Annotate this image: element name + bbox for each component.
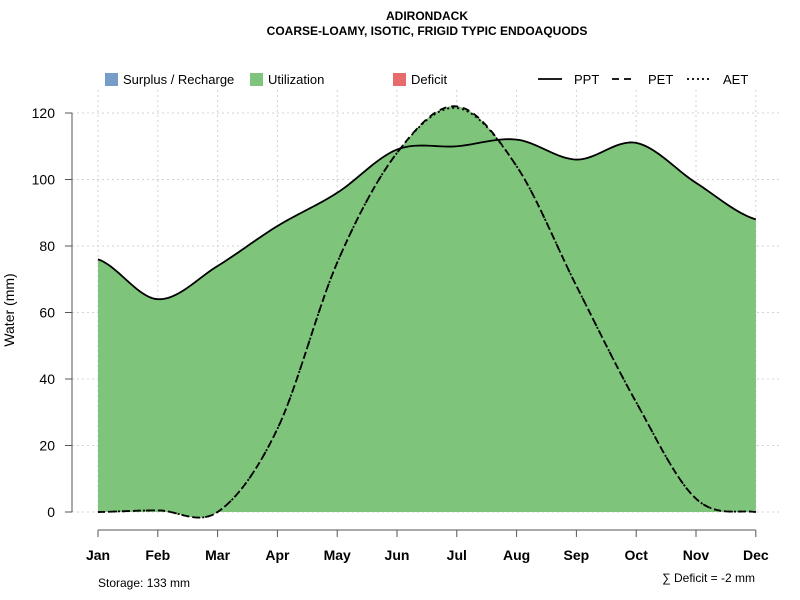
y-tick-label: 60 bbox=[39, 305, 55, 321]
chart-title: ADIRONDACK bbox=[386, 9, 468, 23]
aet-line bbox=[97, 106, 756, 519]
x-tick-label: Jun bbox=[385, 547, 410, 563]
x-tick-label: Oct bbox=[625, 547, 649, 563]
y-tick-label: 20 bbox=[39, 438, 55, 454]
legend-swatch bbox=[250, 73, 263, 86]
x-tick-label: Aug bbox=[503, 547, 530, 563]
x-tick-label: Jan bbox=[86, 547, 110, 563]
y-tick-label: 0 bbox=[47, 504, 55, 520]
y-tick-label: 80 bbox=[39, 238, 55, 254]
storage-note: Storage: 133 mm bbox=[98, 576, 190, 590]
x-tick-label: Sep bbox=[564, 547, 590, 563]
series-lines bbox=[97, 105, 757, 519]
legend-label: Deficit bbox=[411, 72, 448, 87]
deficit-note: ∑ Deficit = -2 mm bbox=[662, 571, 755, 585]
ppt-line bbox=[97, 138, 757, 301]
utilization-area bbox=[98, 140, 756, 518]
legend-label: PPT bbox=[574, 72, 599, 87]
y-tick-label: 40 bbox=[39, 371, 55, 387]
legend-label: AET bbox=[723, 72, 748, 87]
y-tick-label: 120 bbox=[32, 105, 56, 121]
axes: 0 20 40 60 80 100 120 Jan Feb Mar Apr May Jun Jul Aug S… bbox=[32, 105, 769, 563]
y-tick-label: 100 bbox=[32, 172, 56, 188]
legend-swatch bbox=[393, 73, 406, 86]
x-tick-label: May bbox=[324, 547, 351, 563]
x-tick-label: Feb bbox=[145, 547, 170, 563]
y-axis-label: Water (mm) bbox=[1, 273, 17, 346]
legend-label: PET bbox=[648, 72, 673, 87]
area-fills bbox=[98, 106, 756, 518]
legend-label: Surplus / Recharge bbox=[123, 72, 234, 87]
legend-swatch bbox=[105, 73, 118, 86]
x-tick-label: Dec bbox=[743, 547, 769, 563]
legend: Surplus / Recharge Utilization Deficit PPT P… bbox=[105, 72, 748, 87]
utilization-overlap-area bbox=[98, 106, 756, 518]
chart-subtitle: COARSE-LOAMY, ISOTIC, FRIGID TYPIC ENDOA… bbox=[267, 24, 588, 38]
legend-label: Utilization bbox=[268, 72, 324, 87]
x-tick-label: Nov bbox=[683, 547, 710, 563]
x-tick-label: Jul bbox=[447, 547, 467, 563]
x-tick-label: Mar bbox=[205, 547, 230, 563]
x-tick-label: Apr bbox=[265, 547, 290, 563]
